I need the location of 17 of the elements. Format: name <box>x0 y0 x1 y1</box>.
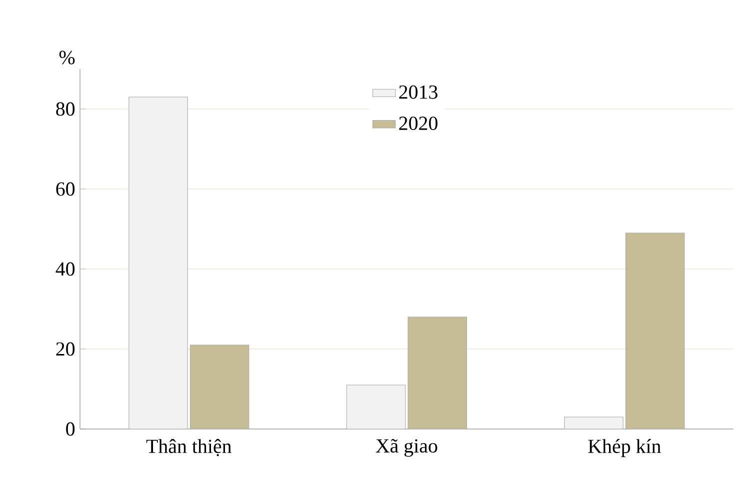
bar <box>408 316 467 429</box>
x-tick-label: Thân thiện <box>146 439 232 456</box>
bar <box>346 384 406 429</box>
bar <box>626 232 685 429</box>
x-tick-label: Xã giao <box>376 439 438 457</box>
y-tick-label: 0 <box>66 422 75 436</box>
y-tick-label: 40 <box>56 262 75 276</box>
legend-label: 2013 <box>399 85 438 99</box>
bar <box>190 344 250 429</box>
y-tick-label: 60 <box>56 182 75 196</box>
bar <box>128 96 188 429</box>
y-tick-label: 20 <box>56 342 75 356</box>
bar <box>564 416 624 429</box>
y-tick-label: 80 <box>56 102 75 116</box>
x-tick-label: Khép kín <box>588 439 661 458</box>
y-axis-title: % <box>59 50 75 64</box>
legend-label: 2020 <box>399 116 438 130</box>
